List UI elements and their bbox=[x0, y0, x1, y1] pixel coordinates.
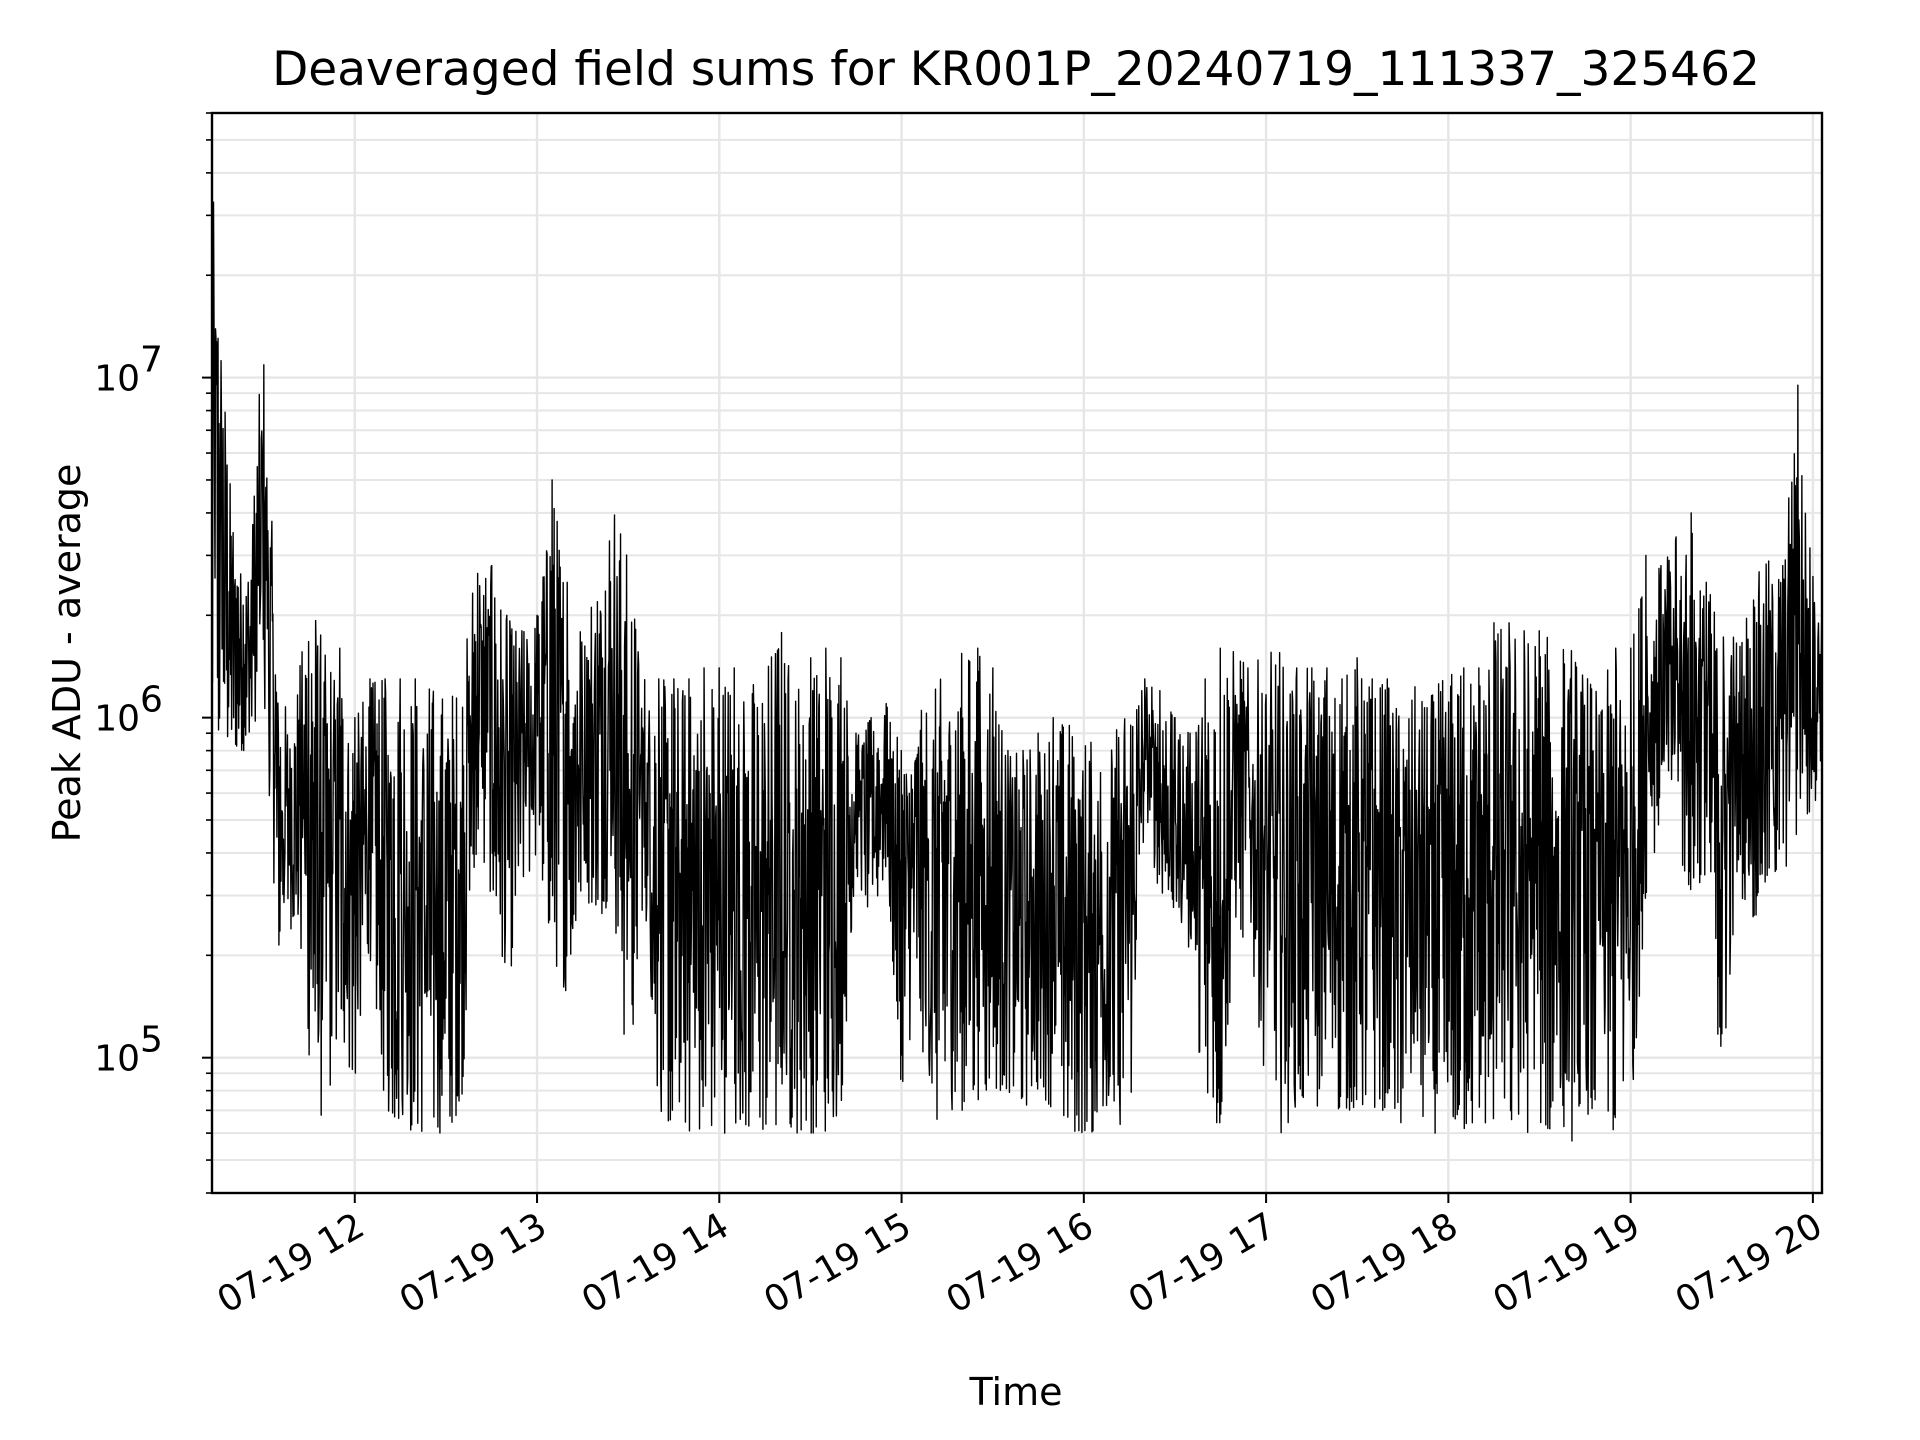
plot-area bbox=[210, 111, 1824, 1195]
x-gridlines bbox=[353, 113, 1815, 1193]
y-axis-label: Peak ADU - average bbox=[45, 464, 89, 843]
y-tick-label: 10 5 bbox=[94, 1020, 163, 1080]
series-line bbox=[211, 172, 1823, 1142]
y-tick-base: 10 bbox=[94, 699, 140, 740]
y-tick-exponent: 7 bbox=[140, 340, 163, 381]
y-tick-base: 10 bbox=[94, 1039, 140, 1080]
y-tick-label: 10 7 bbox=[94, 340, 163, 400]
x-axis-label: Time bbox=[969, 1370, 1063, 1414]
plot-frame bbox=[210, 111, 1824, 1195]
y-tick-label: 10 6 bbox=[94, 680, 163, 740]
y-tick-exponent: 5 bbox=[140, 1020, 163, 1061]
chart-title: Deaveraged field sums for KR001P_2024071… bbox=[272, 42, 1760, 97]
y-tick-base: 10 bbox=[94, 359, 140, 400]
y-tick-exponent: 6 bbox=[140, 680, 163, 721]
